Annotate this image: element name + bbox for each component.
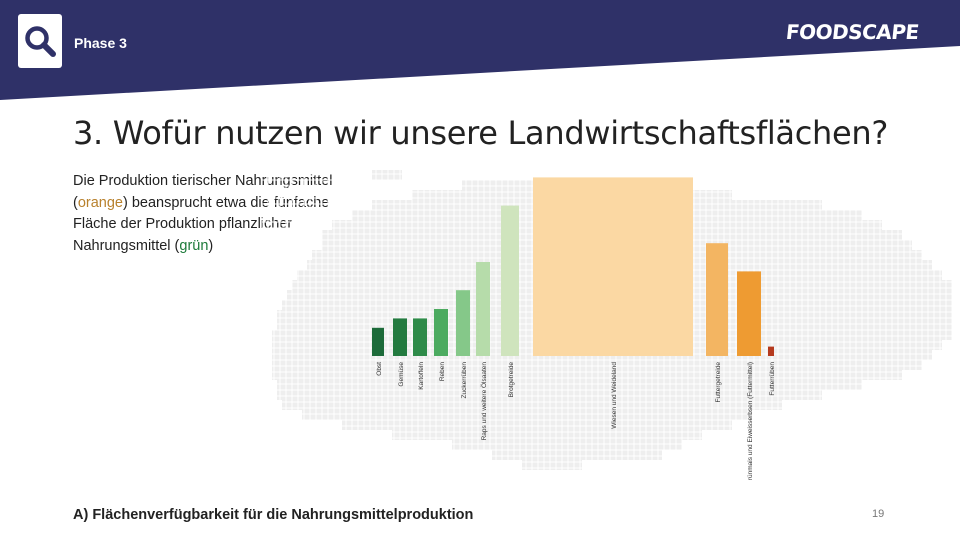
- bar-5: [476, 262, 490, 356]
- category-label: Futterrüben: [769, 362, 776, 396]
- chart-area: Obst Gemüse Kartoffeln Reben Zuckerrüben Raps…: [262, 150, 960, 502]
- category-label: Brotgetreide: [508, 362, 515, 398]
- intro-green-word: grün: [179, 237, 209, 254]
- category-label: Wiesen und Weideland: [611, 362, 618, 429]
- slide-title: 3. Wofür nutzen wir unsere Landwirtschaf…: [73, 114, 889, 152]
- header-band: [0, 0, 960, 100]
- category-label: Raps und weitere Ölsaaten: [480, 362, 488, 441]
- intro-orange-word: orange: [77, 194, 123, 211]
- bar-7: [533, 177, 693, 356]
- search-icon[interactable]: [18, 14, 62, 68]
- category-label: Futtergetreide: [715, 362, 722, 403]
- land-use-chart: Obst Gemüse Kartoffeln Reben Zuckerrüben Raps…: [262, 150, 960, 502]
- bar-0: [372, 327, 384, 356]
- category-label: Kartoffeln: [418, 362, 425, 390]
- bar-2: [413, 318, 427, 356]
- intro-part-3: ): [208, 237, 214, 254]
- bar-4: [456, 290, 470, 356]
- category-label: Silo- (Grünmais und Eiweisserbsen (Futte…: [747, 362, 754, 480]
- category-label: Reben: [439, 362, 446, 382]
- bar-6: [501, 205, 519, 356]
- phase-label: Phase 3: [74, 35, 127, 51]
- brand-logo: FOODSCAPE: [784, 20, 920, 44]
- bar-3: [434, 309, 448, 356]
- bar-9: [737, 271, 761, 356]
- bar-1: [393, 318, 407, 356]
- category-label: Obst: [376, 362, 383, 376]
- footer-caption: A) Flächenverfügbarkeit für die Nahrungs…: [73, 507, 474, 523]
- bar-8: [706, 243, 728, 356]
- bar-10: [768, 346, 774, 356]
- page-number: 19: [872, 508, 885, 520]
- category-label: Zuckerrüben: [461, 362, 468, 399]
- category-label: Gemüse: [398, 362, 405, 387]
